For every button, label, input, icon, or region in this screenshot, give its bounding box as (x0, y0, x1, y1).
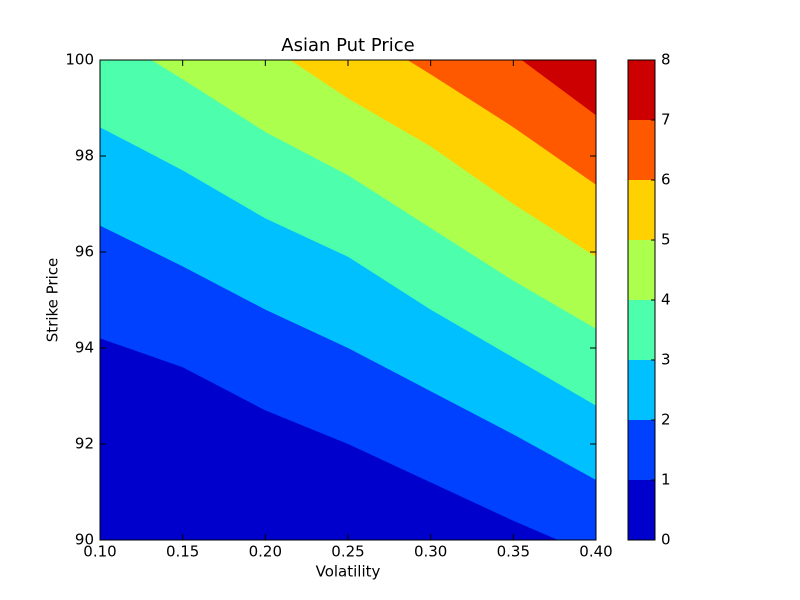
colorbar-segment (628, 360, 655, 420)
colorbar-segment (628, 480, 655, 540)
x-axis-label: Volatility (316, 563, 381, 581)
colorbar-segment (628, 300, 655, 360)
x-tick-label: 0.15 (166, 543, 199, 561)
x-tick-label: 0.25 (331, 543, 364, 561)
colorbar-tick-label: 3 (661, 351, 671, 369)
colorbar-tick-label: 0 (661, 531, 671, 549)
y-tick-label: 90 (75, 531, 94, 549)
x-tick-label: 0.40 (579, 543, 612, 561)
colorbar-segment (628, 60, 655, 120)
x-tick-label: 0.20 (249, 543, 282, 561)
colorbar-tick-label: 7 (661, 111, 671, 129)
x-tick-label: 0.10 (83, 543, 116, 561)
y-tick-label: 92 (75, 435, 94, 453)
colorbar-tick-label: 2 (661, 411, 671, 429)
colorbar-tick-label: 6 (661, 171, 671, 189)
y-tick-label: 96 (75, 243, 94, 261)
colorbar-segment (628, 240, 655, 300)
contour-region (521, 60, 596, 116)
y-tick-label: 100 (65, 51, 94, 69)
x-tick-label: 0.30 (414, 543, 447, 561)
x-tick-label: 0.35 (497, 543, 530, 561)
chart-title: Asian Put Price (281, 35, 415, 56)
y-tick-label: 98 (75, 147, 94, 165)
colorbar-segment (628, 180, 655, 240)
contour-region (407, 60, 596, 185)
y-tick-label: 94 (75, 339, 94, 357)
colorbar-tick-label: 5 (661, 231, 671, 249)
y-axis-label: Strike Price (44, 258, 62, 342)
colorbar-tick-label: 4 (661, 291, 671, 309)
colorbar-segment (628, 120, 655, 180)
colorbar-tick-label: 1 (661, 471, 671, 489)
plot-area (100, 60, 596, 540)
colorbar-segment (628, 420, 655, 480)
colorbar-tick-label: 8 (661, 51, 671, 69)
